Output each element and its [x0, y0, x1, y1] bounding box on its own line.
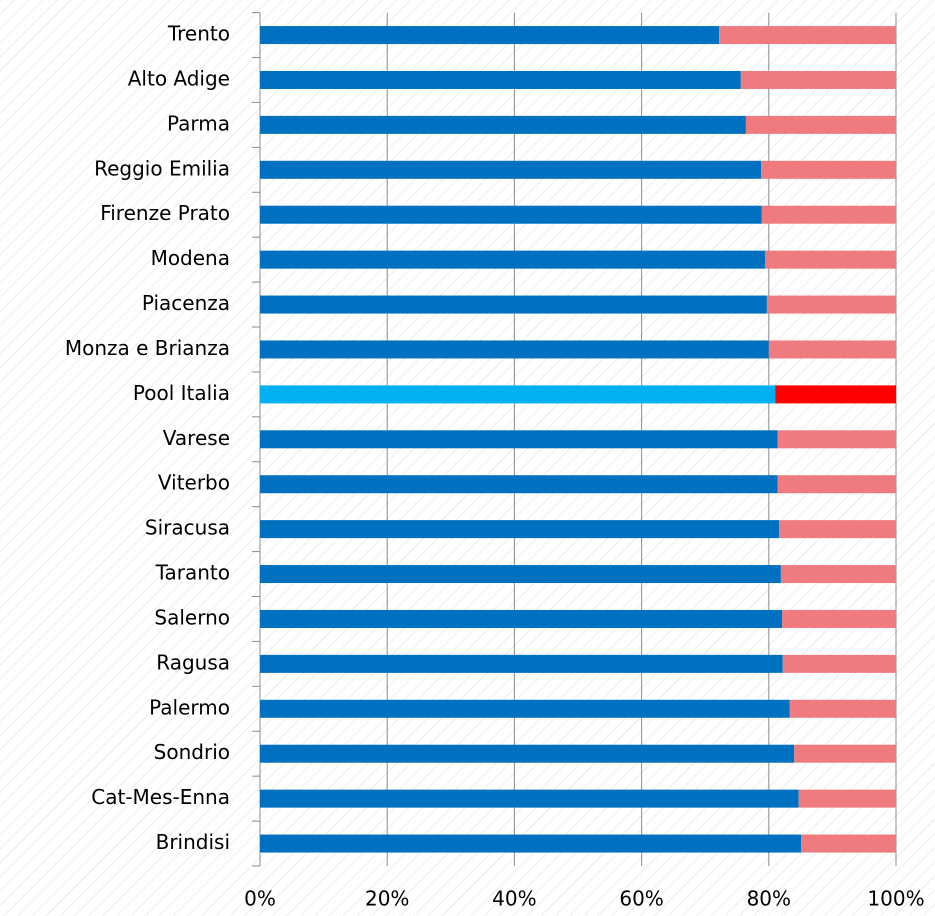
- bar-segment: [260, 340, 769, 359]
- bar-segment: [766, 295, 896, 314]
- y-tick-label: Sondrio: [154, 740, 230, 764]
- y-tick-label: Piacenza: [142, 291, 230, 315]
- x-tick-label: 20%: [365, 887, 409, 911]
- y-tick-label: Brindisi: [156, 830, 230, 854]
- bar-segment: [260, 26, 720, 45]
- bar-segment: [777, 430, 896, 449]
- bar-segment: [764, 250, 896, 269]
- bar-segment: [761, 160, 896, 179]
- bar-segment: [782, 654, 896, 673]
- bar-segment: [778, 520, 896, 539]
- y-tick-label: Palermo: [149, 695, 230, 719]
- y-tick-label: Taranto: [155, 561, 230, 585]
- bar-segment: [260, 385, 776, 404]
- y-tick-label: Parma: [167, 111, 230, 135]
- bar-segment: [260, 430, 778, 449]
- bar-segment: [260, 475, 778, 494]
- bar-segment: [260, 70, 741, 89]
- bar-segment: [260, 205, 762, 224]
- y-tick-label: Trento: [167, 22, 230, 46]
- bar-segment: [740, 70, 896, 89]
- bar-segment: [782, 609, 896, 628]
- bar-segment: [260, 654, 783, 673]
- x-tick-label: 40%: [492, 887, 536, 911]
- bar-segment: [768, 340, 896, 359]
- bar-segment: [798, 789, 896, 808]
- bar-segment: [260, 520, 779, 539]
- y-tick-label: Alto Adige: [128, 66, 230, 90]
- bar-segment: [719, 26, 896, 45]
- bar-segment: [801, 834, 896, 853]
- x-tick-label: 0%: [244, 887, 276, 911]
- bar-segment: [260, 250, 765, 269]
- bar-segment: [777, 475, 896, 494]
- bar-segment: [260, 565, 781, 584]
- x-tick-label: 80%: [747, 887, 791, 911]
- bar-segment: [260, 609, 783, 628]
- x-tick-label: 100%: [867, 887, 924, 911]
- y-tick-label: Firenze Prato: [100, 201, 230, 225]
- bar-segment: [260, 160, 762, 179]
- y-tick-label: Pool Italia: [133, 381, 230, 405]
- y-tick-label: Modena: [151, 246, 230, 270]
- y-tick-label: Ragusa: [156, 650, 230, 674]
- bar-segment: [780, 565, 896, 584]
- bar-segment: [761, 205, 896, 224]
- y-tick-label: Monza e Brianza: [65, 336, 230, 360]
- bar-segment: [260, 295, 767, 314]
- bar-segment: [260, 789, 799, 808]
- y-tick-label: Cat-Mes-Enna: [91, 785, 230, 809]
- bar-segment: [775, 385, 896, 404]
- bar-segment: [745, 115, 896, 134]
- y-tick-label: Varese: [163, 426, 230, 450]
- bar-segment: [260, 834, 802, 853]
- y-tick-label: Viterbo: [158, 471, 230, 495]
- y-tick-label: Reggio Emilia: [94, 156, 230, 180]
- bar-segment: [794, 744, 896, 763]
- bar-segment: [260, 699, 790, 718]
- bar-segment: [260, 115, 746, 134]
- bar-segment: [789, 699, 896, 718]
- x-tick-label: 60%: [619, 887, 663, 911]
- y-tick-label: Siracusa: [145, 516, 230, 540]
- y-tick-label: Salerno: [154, 605, 230, 629]
- bar-segment: [260, 744, 795, 763]
